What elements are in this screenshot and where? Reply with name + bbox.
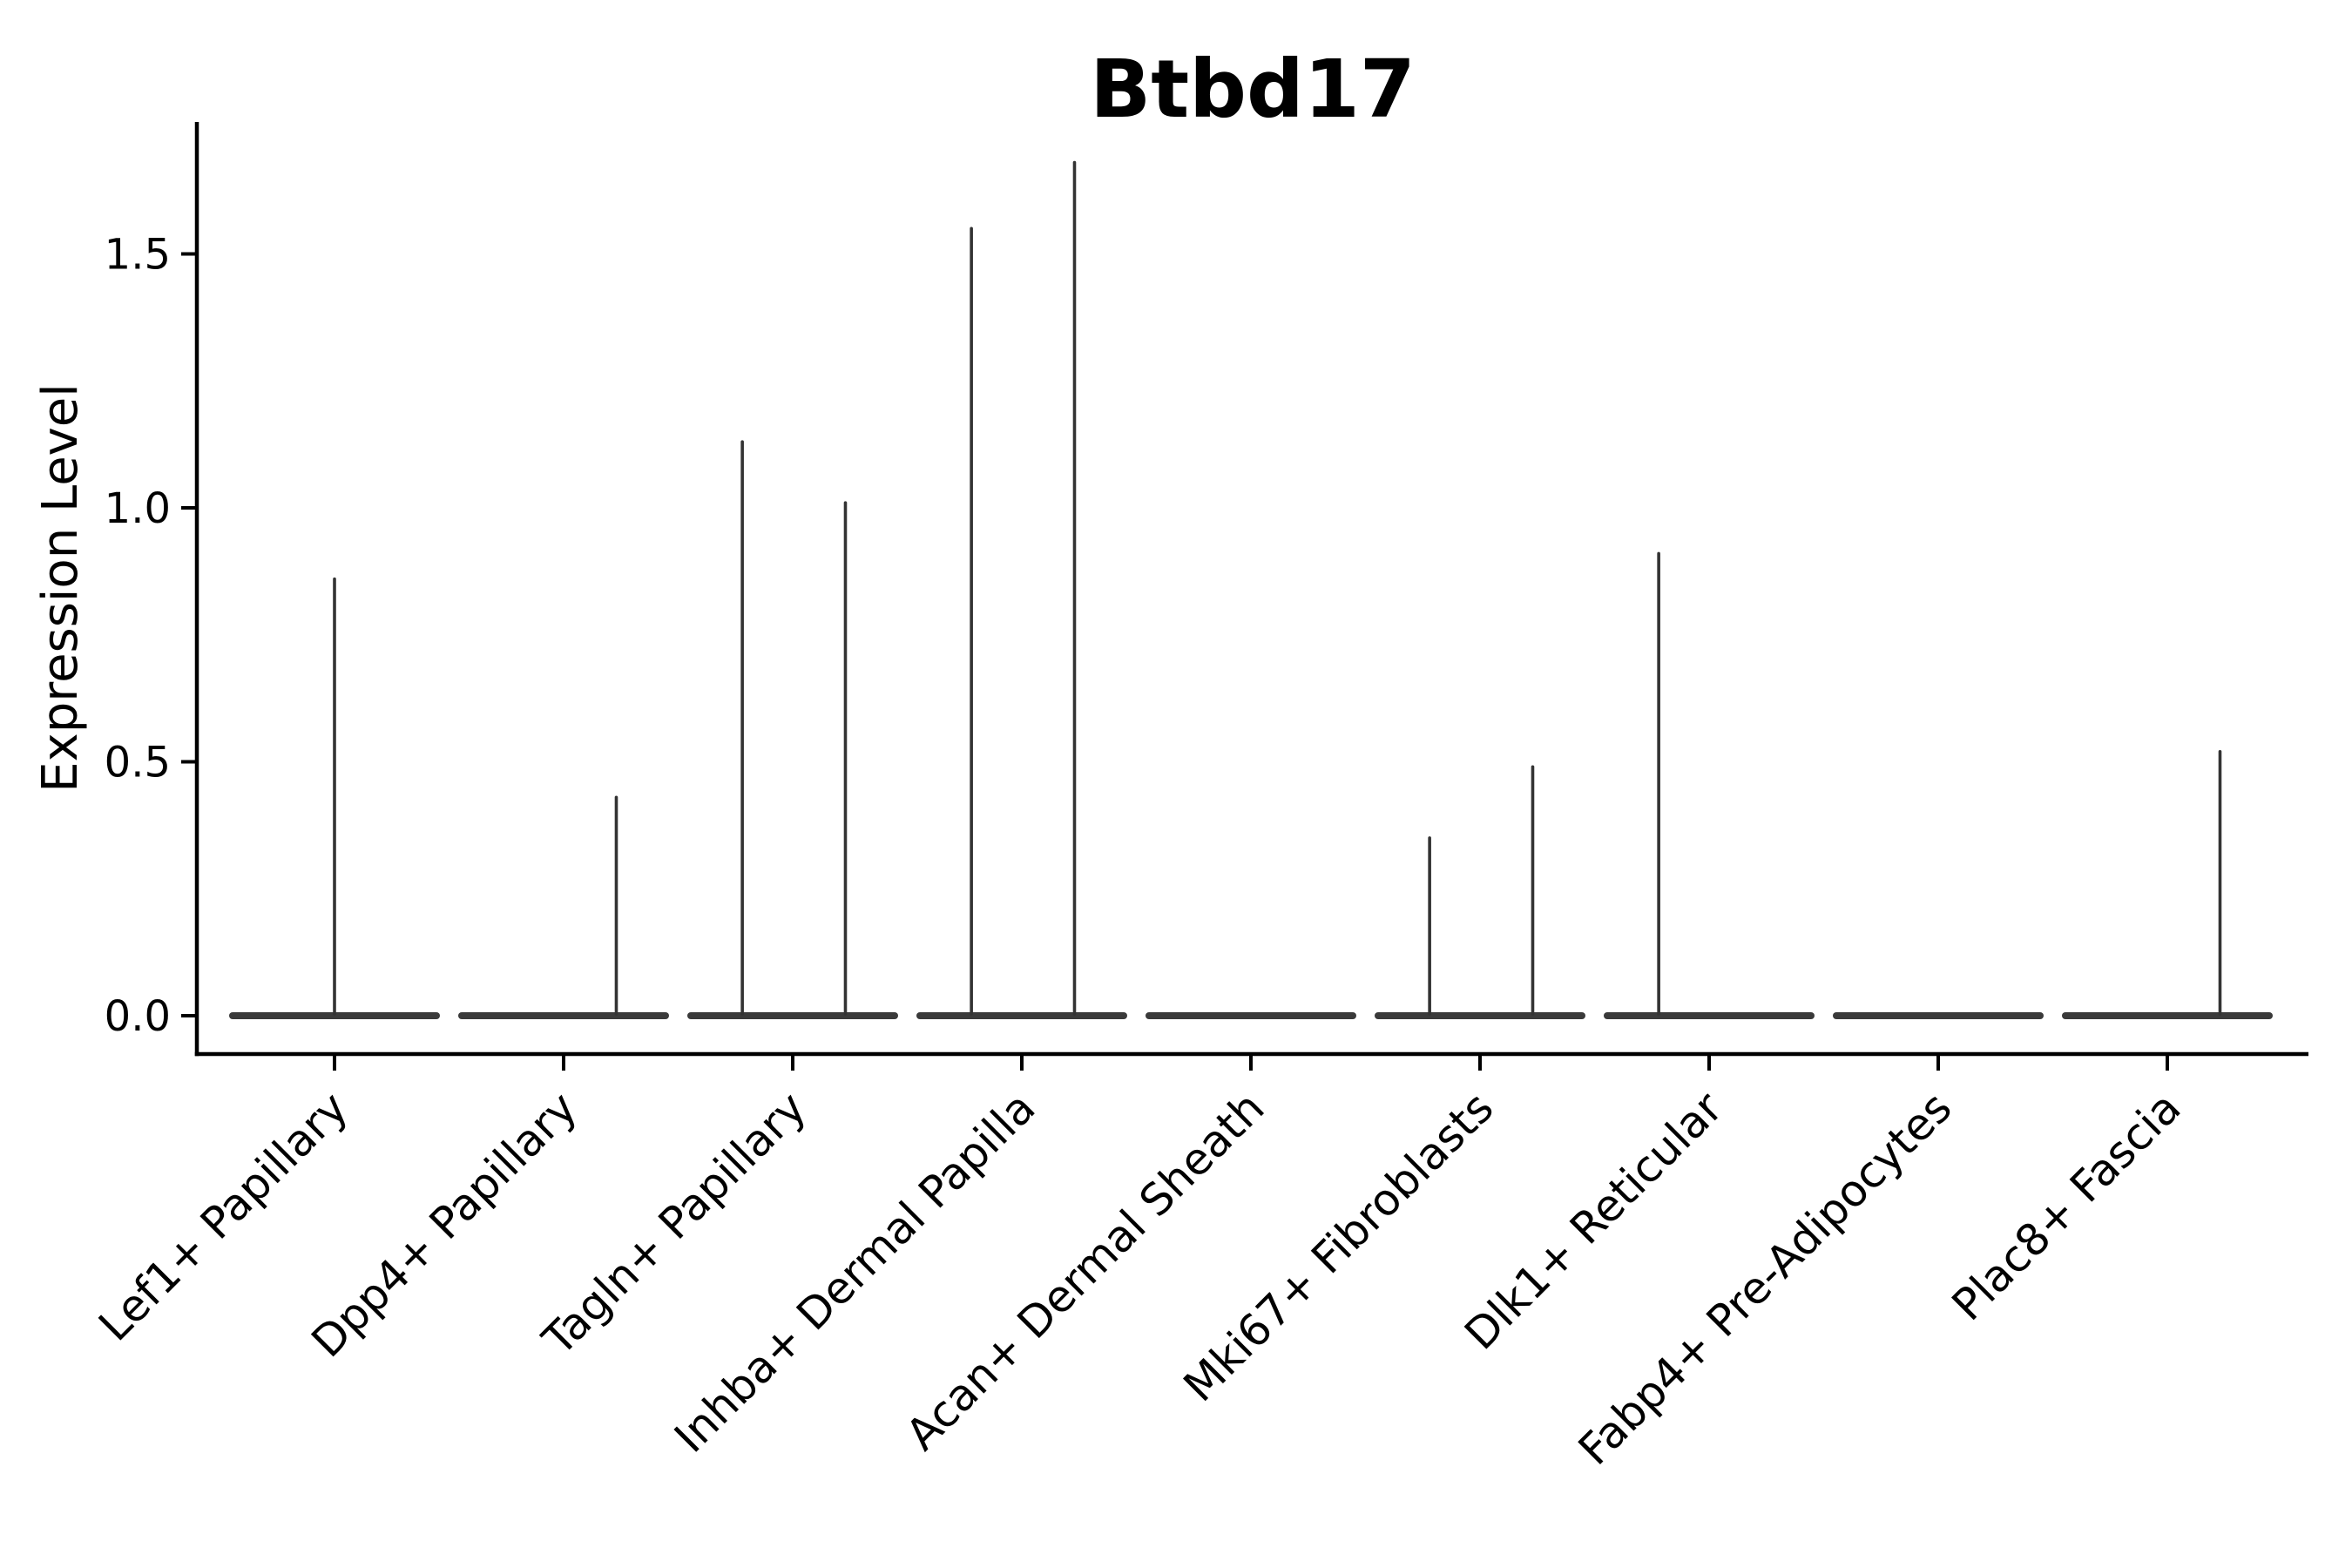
violin-body <box>229 1012 440 1019</box>
violin-body <box>687 1012 898 1019</box>
x-tick-label: Plac8+ Fascia <box>1943 1082 2191 1330</box>
violin-layer <box>229 160 2273 1019</box>
violin <box>687 440 898 1019</box>
violin-body <box>1833 1012 2044 1019</box>
x-tick-label: Lef1+ Papillary <box>89 1082 357 1350</box>
y-tick-label: 0.5 <box>105 739 171 787</box>
violin <box>1833 1012 2044 1019</box>
violin-body <box>1375 1012 1585 1019</box>
violin <box>1146 1012 1356 1019</box>
violin <box>458 795 669 1019</box>
chart-title: Btbd17 <box>1090 43 1416 136</box>
violin-body <box>458 1012 669 1019</box>
y-tick-label: 1.5 <box>105 231 171 280</box>
violin <box>229 577 440 1019</box>
violin-body <box>2062 1012 2273 1019</box>
y-tick-label: 0.0 <box>105 992 171 1041</box>
violin-body <box>916 1012 1127 1019</box>
violin-body <box>1604 1012 1815 1019</box>
violin <box>1375 765 1585 1019</box>
violin <box>916 160 1127 1019</box>
violin <box>1604 551 1815 1019</box>
y-axis-label: Expression Level <box>32 383 89 793</box>
x-tick-label: Fabp4+ Pre-Adipocytes <box>1569 1082 1962 1475</box>
y-tick-label: 1.0 <box>105 484 171 533</box>
axes-layer: 0.0 0.5 1.0 1.5 <box>105 122 2308 1071</box>
violin-body <box>1146 1012 1356 1019</box>
violin <box>2062 750 2273 1019</box>
